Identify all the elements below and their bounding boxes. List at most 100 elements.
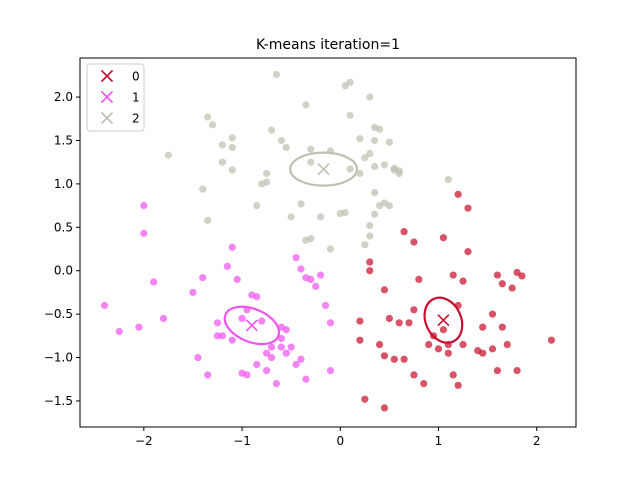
cluster-1-point	[292, 254, 300, 262]
cluster-1-point	[326, 319, 335, 327]
cluster-0-point	[454, 381, 462, 389]
x-tick-label: −1	[233, 434, 251, 448]
cluster-2-point	[361, 241, 369, 249]
cluster-0-point	[395, 319, 403, 327]
cluster-1-point	[317, 271, 325, 279]
cluster-0-point	[464, 204, 472, 212]
legend-marker-2	[100, 111, 114, 125]
cluster-1-point	[292, 360, 300, 369]
cluster-2-point	[267, 126, 276, 134]
cluster-0-point	[410, 306, 418, 314]
cluster-1-point	[277, 343, 285, 351]
cluster-2-point	[218, 158, 227, 166]
cluster-1-point	[238, 314, 246, 323]
cluster-1-point	[302, 375, 310, 383]
cluster-2-point	[277, 136, 285, 145]
cluster-1-point	[267, 343, 276, 351]
cluster-1-point	[150, 278, 158, 286]
cluster-1-point	[282, 326, 290, 334]
cluster-1-point	[263, 366, 271, 375]
cluster-0-centroid-marker	[437, 314, 450, 327]
cluster-0-point	[498, 280, 506, 288]
cluster-1-point	[115, 327, 123, 336]
cluster-0-point	[479, 349, 487, 357]
cluster-1-centroid-marker	[245, 319, 258, 332]
cluster-1-point	[307, 275, 315, 283]
cluster-0-point	[493, 366, 502, 375]
cluster-2-point	[356, 135, 364, 143]
cluster-1-point	[243, 371, 251, 379]
x-tick-label: 0	[336, 434, 344, 448]
x-tick-label: 2	[533, 434, 541, 448]
cluster-2-centroid-marker	[317, 163, 330, 176]
legend-label-2: 2	[132, 112, 140, 126]
legend-marker-0	[100, 69, 114, 83]
cluster-0-point	[366, 267, 374, 275]
cluster-0-point	[356, 317, 364, 325]
chart-title: K-means iteration=1	[256, 37, 400, 53]
cluster-0-point	[400, 355, 408, 363]
cluster-2-covariance-ellipse	[289, 151, 359, 187]
cluster-0-point	[385, 314, 393, 323]
x-tick-label: −2	[135, 434, 153, 448]
cluster-2-point	[258, 180, 266, 188]
cluster-2-point	[366, 221, 374, 230]
cluster-0-point	[498, 323, 506, 331]
cluster-0-point	[366, 258, 374, 266]
cluster-1-point	[263, 349, 271, 357]
cluster-0-point	[449, 371, 457, 379]
y-tick-label: 0.0	[54, 264, 73, 278]
cluster-0-point	[503, 340, 511, 349]
cluster-2-point	[366, 93, 374, 101]
cluster-0-point	[390, 355, 398, 363]
cluster-0-point	[488, 310, 497, 318]
cluster-2-point	[263, 169, 271, 178]
cluster-0-covariance-ellipse	[423, 296, 464, 344]
cluster-1-point	[159, 314, 168, 323]
legend-marker-1	[100, 90, 114, 104]
cluster-2-point	[199, 185, 207, 193]
cluster-0-point	[415, 275, 423, 283]
cluster-1-point	[204, 371, 212, 379]
cluster-0-point	[459, 340, 467, 349]
cluster-1-point	[272, 379, 281, 388]
legend: 0 1 2	[86, 63, 145, 132]
cluster-2-point	[371, 210, 379, 218]
data-points	[100, 70, 556, 412]
cluster-0-point	[479, 323, 487, 331]
cluster-1-point	[282, 349, 290, 357]
cluster-2-point	[204, 113, 212, 121]
cluster-0-point	[405, 319, 413, 327]
cluster-0-point	[380, 286, 389, 294]
x-tick-label: 1	[435, 434, 443, 448]
cluster-2-point	[307, 158, 315, 166]
cluster-1-point	[258, 317, 266, 325]
cluster-2-point	[228, 166, 236, 174]
cluster-0-point	[434, 345, 443, 353]
cluster-0-point	[410, 238, 418, 246]
legend-label-1: 1	[132, 91, 140, 105]
cluster-2-point	[346, 165, 354, 173]
y-tick-label: 1.0	[54, 177, 73, 191]
cluster-1-point	[228, 243, 236, 251]
cluster-0-point	[400, 228, 408, 236]
cluster-0-point	[375, 340, 384, 349]
cluster-1-point	[253, 293, 261, 301]
cluster-0-point	[439, 234, 448, 242]
cluster-0-point	[361, 395, 369, 403]
cluster-0-point	[439, 326, 448, 334]
cluster-0-point	[493, 271, 502, 279]
cluster-2-point	[307, 234, 315, 243]
cluster-2-point	[356, 169, 364, 178]
cluster-0-point	[356, 336, 364, 344]
cluster-0-point	[420, 379, 428, 388]
cluster-2-point	[297, 200, 305, 208]
cluster-2-point	[385, 202, 393, 210]
cluster-2-point	[444, 175, 452, 184]
y-tick-label: 2.0	[54, 90, 73, 104]
cluster-0-point	[454, 190, 462, 198]
cluster-1-point	[228, 336, 236, 344]
cluster-2-point	[371, 162, 379, 171]
cluster-2-point	[272, 70, 281, 79]
